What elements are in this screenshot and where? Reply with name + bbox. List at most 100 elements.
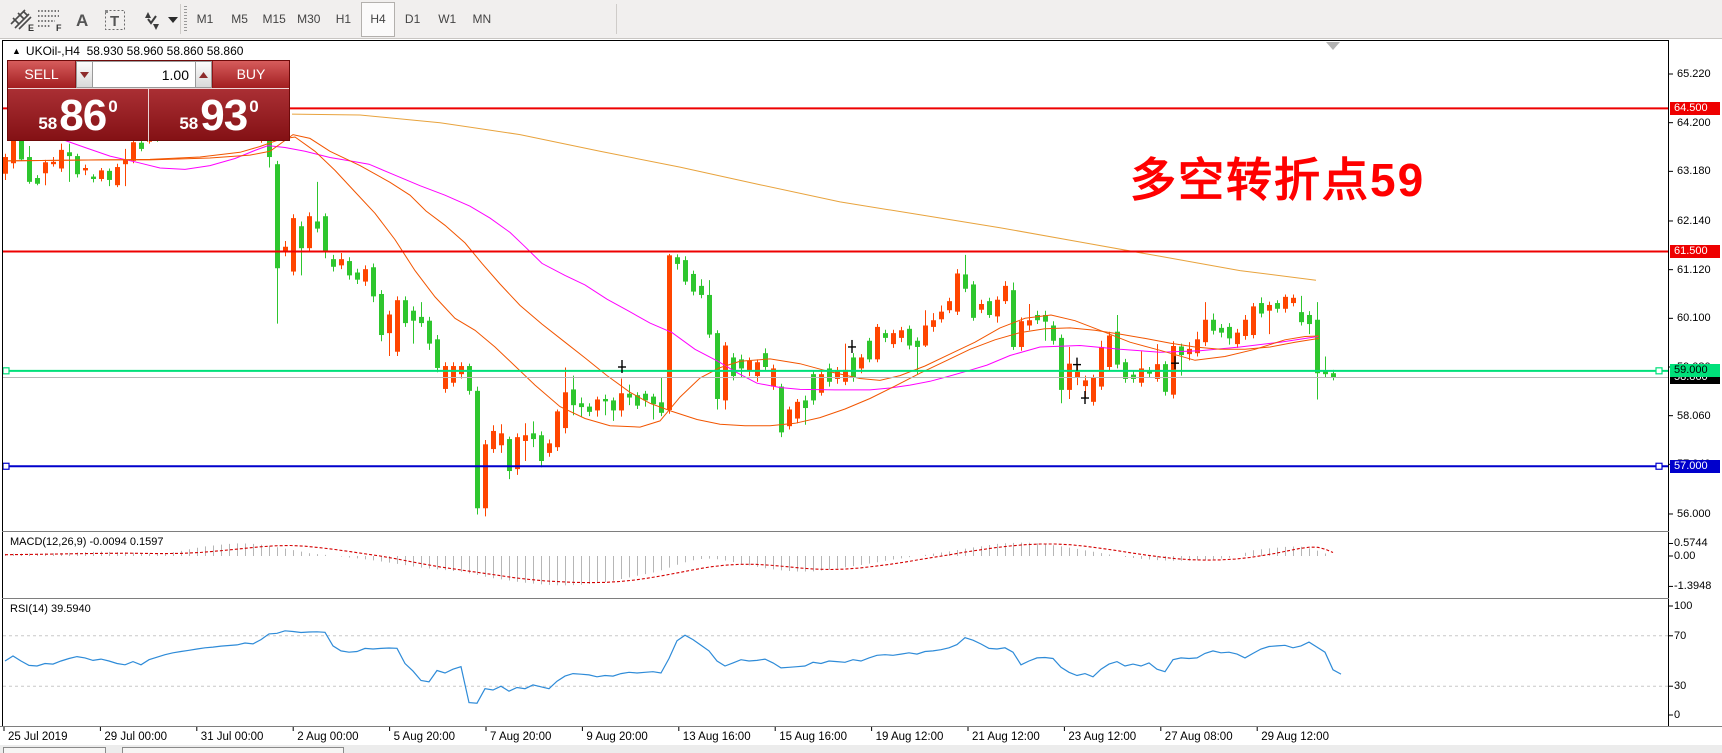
equidistant-channel-icon[interactable]: E xyxy=(6,4,38,35)
buy-price[interactable]: 58 93 0 xyxy=(149,89,289,142)
lwma-slow-line xyxy=(4,134,1320,427)
volume-decrease-button[interactable] xyxy=(76,61,93,88)
macd-label: MACD(12,26,9) -0.0094 0.1597 xyxy=(10,536,164,548)
date-axis-label: 27 Aug 08:00 xyxy=(1164,731,1233,743)
rsi-scale-tick: 100 xyxy=(1674,600,1693,612)
shift-marker xyxy=(1326,42,1340,50)
sell-price[interactable]: 58 86 0 xyxy=(8,89,149,142)
panel-expander-icon[interactable]: ▲ xyxy=(12,46,21,56)
plus-marker xyxy=(1081,391,1089,405)
macd-scale-tick: 0.5744 xyxy=(1674,537,1708,550)
date-axis-label: 19 Aug 12:00 xyxy=(875,731,944,743)
chart-title: ▲ UKOil-,H4 58.930 58.960 58.860 58.860 xyxy=(12,44,243,58)
sell-button[interactable]: SELL xyxy=(8,61,76,88)
axis-separator xyxy=(0,726,1722,727)
toolbar-separator-2 xyxy=(616,4,617,34)
rsi-scale-tick: 70 xyxy=(1674,629,1687,642)
volume-input[interactable]: 1.00 xyxy=(93,61,195,88)
buy-button[interactable]: BUY xyxy=(212,61,289,88)
chart-frame-top xyxy=(2,40,1668,41)
svg-text:E: E xyxy=(28,23,34,32)
price-label-61.500: 61.500 xyxy=(1670,245,1720,259)
date-axis-label: 15 Aug 16:00 xyxy=(779,731,847,743)
sell-price-big: 86 xyxy=(59,90,107,140)
plus-marker xyxy=(848,339,856,353)
price-label-64.500: 64.500 xyxy=(1670,101,1720,115)
chart-annotation-text: 多空转折点59 xyxy=(1130,154,1426,206)
one-click-trading-panel: SELL 1.00 BUY 58 86 0 58 93 0 xyxy=(7,60,290,142)
plus-marker xyxy=(1073,357,1081,371)
text-icon[interactable]: T xyxy=(99,4,131,35)
volume-increase-button[interactable] xyxy=(195,61,212,88)
pane-separator-rsi[interactable] xyxy=(2,598,1669,599)
svg-text:F: F xyxy=(56,23,62,32)
date-axis-label: 25 Jul 2019 xyxy=(8,731,68,743)
timeframe-M30[interactable]: M30 xyxy=(297,12,321,26)
buy-price-small: 58 xyxy=(179,113,199,133)
buy-price-big: 93 xyxy=(200,90,248,140)
rsi-label: RSI(14) 39.5940 xyxy=(10,603,91,615)
slow-ma-line xyxy=(291,113,1317,281)
chart-tab-bar xyxy=(0,744,1722,753)
timeframe-M15[interactable]: M15 xyxy=(262,12,286,26)
main-pane xyxy=(3,107,1668,517)
chart-tab[interactable] xyxy=(3,747,106,753)
date-axis-label: 7 Aug 20:00 xyxy=(490,731,552,743)
timeframe-W1[interactable]: W1 xyxy=(438,12,457,26)
macd-scale-tick: 0.00 xyxy=(1674,550,1696,562)
date-axis-label: 29 Aug 12:00 xyxy=(1261,731,1329,743)
medium-ma-line xyxy=(61,138,1319,391)
timeframe-D1[interactable]: D1 xyxy=(404,12,421,26)
chart-frame-left xyxy=(2,40,3,726)
price-scale-tick: 60.100 xyxy=(1677,312,1711,325)
date-axis-label: 21 Aug 12:00 xyxy=(972,731,1040,743)
date-axis-label: 9 Aug 20:00 xyxy=(586,731,648,743)
date-axis-label: 31 Jul 00:00 xyxy=(200,731,264,743)
arrow-objects-icon[interactable] xyxy=(136,4,182,35)
buy-price-sup: 0 xyxy=(249,96,259,116)
date-axis-label: 2 Aug 00:00 xyxy=(297,731,359,743)
timeframe-M5[interactable]: M5 xyxy=(231,12,248,26)
symbol-period: UKOil-,H4 xyxy=(25,44,80,58)
rsi-pane xyxy=(3,630,1668,704)
timeframe-H1[interactable]: H1 xyxy=(335,12,352,26)
plus-marker xyxy=(1171,356,1179,370)
toolbar-grip[interactable] xyxy=(184,6,187,32)
toolbar-separator xyxy=(180,4,181,34)
pane-separator-macd[interactable] xyxy=(2,531,1669,532)
ohlc-values: 58.930 58.960 58.860 58.860 xyxy=(86,44,244,58)
price-label-59.000: 59.000 xyxy=(1670,364,1720,378)
price-label-57.000: 57.000 xyxy=(1670,459,1720,473)
date-axis-label: 29 Jul 00:00 xyxy=(104,731,168,743)
toolbar: E F A T M1 M5 M15 M30 H1 H4 D1 W1 MN xyxy=(0,0,1722,39)
macd-scale-tick: -1.3948 xyxy=(1674,580,1712,593)
price-scale-tick: 63.180 xyxy=(1677,165,1711,178)
price-scale-tick: 56.000 xyxy=(1677,507,1711,520)
rsi-scale-tick: 0 xyxy=(1674,709,1681,721)
sell-price-small: 58 xyxy=(38,113,58,133)
timeframe-MN[interactable]: MN xyxy=(472,12,492,26)
timeframe-H4[interactable]: H4 xyxy=(361,2,395,37)
date-axis-label: 23 Aug 12:00 xyxy=(1068,731,1137,743)
fibonacci-retracement-icon[interactable]: F xyxy=(34,4,66,35)
date-axis-label: 5 Aug 20:00 xyxy=(393,731,455,743)
lwma-fast-line xyxy=(4,136,1320,428)
price-scale-tick: 65.220 xyxy=(1677,68,1711,80)
price-scale-tick: 64.200 xyxy=(1677,116,1711,129)
timeframe-M1[interactable]: M1 xyxy=(196,12,214,26)
macd-pane xyxy=(4,542,1334,586)
svg-text:A: A xyxy=(76,11,88,30)
date-axis-label: 13 Aug 16:00 xyxy=(682,731,751,743)
price-scale-tick: 58.060 xyxy=(1677,409,1711,422)
toolbar-bottom-edge xyxy=(0,38,1722,39)
sell-price-sup: 0 xyxy=(108,96,118,116)
svg-text:T: T xyxy=(110,13,119,30)
price-scale-tick: 61.120 xyxy=(1677,263,1711,276)
chart-tab[interactable] xyxy=(122,747,344,753)
plus-marker xyxy=(618,360,626,374)
rsi-scale-tick: 30 xyxy=(1674,680,1687,693)
price-scale-tick: 62.140 xyxy=(1677,214,1711,227)
text-label-icon[interactable]: A xyxy=(67,4,99,35)
